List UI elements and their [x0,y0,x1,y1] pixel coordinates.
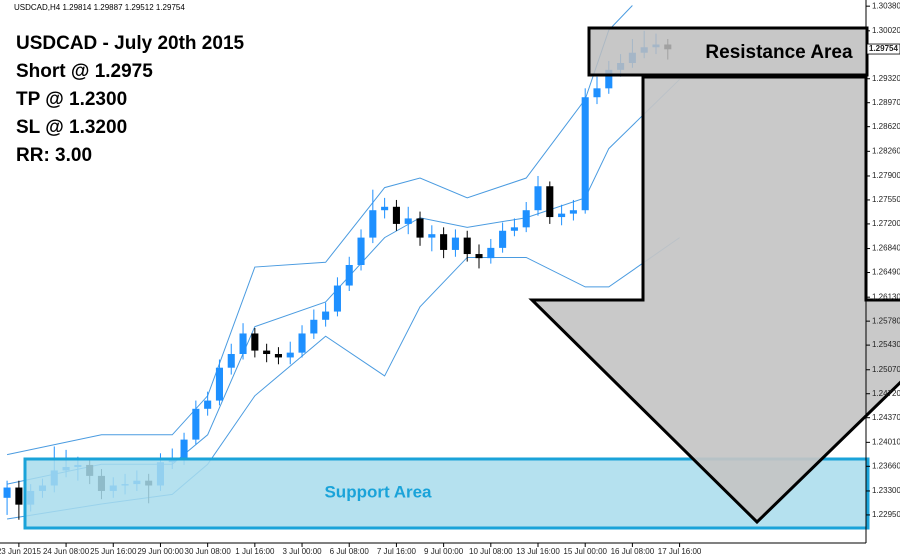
y-tick-label: 1.26490 [872,268,900,277]
y-tick-label: 1.24010 [872,437,900,446]
candle-body [239,333,247,355]
candle-body [345,264,353,286]
annotation: USDCAD - July 20th 2015 [16,33,245,54]
candle-body [251,333,259,351]
candle-body [569,210,577,214]
x-tick-label: 6 Jul 08:00 [330,547,370,556]
candle-body [3,487,11,498]
annotation: Short @ 1.2975 [16,61,153,82]
x-tick-label: 30 Jun 08:00 [185,547,232,556]
y-tick-label: 1.28970 [872,98,900,107]
candle-body [215,367,223,401]
y-tick-label: 1.26130 [872,292,900,301]
candle-body [298,333,306,353]
y-tick-label: 1.25780 [872,316,900,325]
y-tick-label: 1.24720 [872,389,900,398]
candle-body [381,206,389,211]
candle-body [440,234,448,250]
price-tag-label: 1.29754 [869,44,898,53]
candle-body [475,254,483,259]
y-tick-label: 1.27550 [872,195,900,204]
x-tick-label: 17 Jul 16:00 [658,547,702,556]
candle-body [451,237,459,250]
candle-body [546,186,554,218]
y-tick-label: 1.24370 [872,413,900,422]
y-tick-label: 1.30380 [872,1,900,10]
y-tick-label: 1.27900 [872,171,900,180]
chart-title: USDCAD,H4 1.29814 1.29887 1.29512 1.2975… [14,3,185,12]
candle-body [499,230,507,248]
x-tick-label: 13 Jul 16:00 [516,547,560,556]
candle-body [581,97,589,211]
candle-body [416,218,424,238]
candle-body [558,213,566,218]
candle-body [369,210,377,238]
price-tag [866,43,900,55]
x-tick-label: 9 Jul 00:00 [424,547,464,556]
candle-body [15,487,23,505]
annotation: RR: 3.00 [16,145,92,166]
resistance-label: Resistance Area [705,42,853,63]
annotation: SL @ 1.3200 [16,117,127,138]
candle-body [263,350,271,355]
x-tick-label: 24 Jun 08:00 [43,547,90,556]
x-tick-label: 29 Jun 00:00 [137,547,184,556]
candle-body [487,247,495,259]
candle-body [333,285,341,312]
annotation: TP @ 1.2300 [16,89,127,110]
x-tick-label: 10 Jul 08:00 [469,547,513,556]
x-tick-label: 1 Jul 16:00 [235,547,275,556]
y-tick-label: 1.23660 [872,461,900,470]
y-tick-label: 1.26840 [872,244,900,253]
candle-body [192,408,200,440]
candle-body [463,237,471,255]
candle-body [274,354,282,358]
y-tick-label: 1.25430 [872,340,900,349]
x-tick-label: 23 Jun 2015 [0,547,41,556]
candle-body [605,69,613,89]
x-tick-label: 3 Jul 00:00 [282,547,322,556]
candle-body [510,227,518,231]
y-tick-label: 1.23300 [872,486,900,495]
x-tick-label: 25 Jun 16:00 [90,547,137,556]
candle-body [404,218,412,224]
candle-body [180,439,188,459]
candle-body [227,354,235,368]
candle-body [322,311,330,320]
candle-body [534,186,542,211]
y-tick-label: 1.30020 [872,26,900,35]
candle-body [310,319,318,334]
y-tick-label: 1.28620 [872,122,900,131]
x-tick-label: 16 Jul 08:00 [611,547,655,556]
y-tick-label: 1.25070 [872,365,900,374]
candle-body [357,237,365,265]
x-tick-label: 15 Jul 00:00 [563,547,607,556]
y-tick-label: 1.27200 [872,219,900,228]
candle-body [428,234,436,238]
x-tick-label: 7 Jul 16:00 [377,547,417,556]
candle-body [522,210,530,228]
candle-body [593,88,601,98]
y-tick-label: 1.28260 [872,146,900,155]
y-tick-label: 1.29320 [872,74,900,83]
support-label: Support Area [324,482,432,501]
candle-body [392,206,400,224]
candle-body [286,352,294,358]
candle-body [204,400,212,409]
y-tick-label: 1.22950 [872,510,900,519]
